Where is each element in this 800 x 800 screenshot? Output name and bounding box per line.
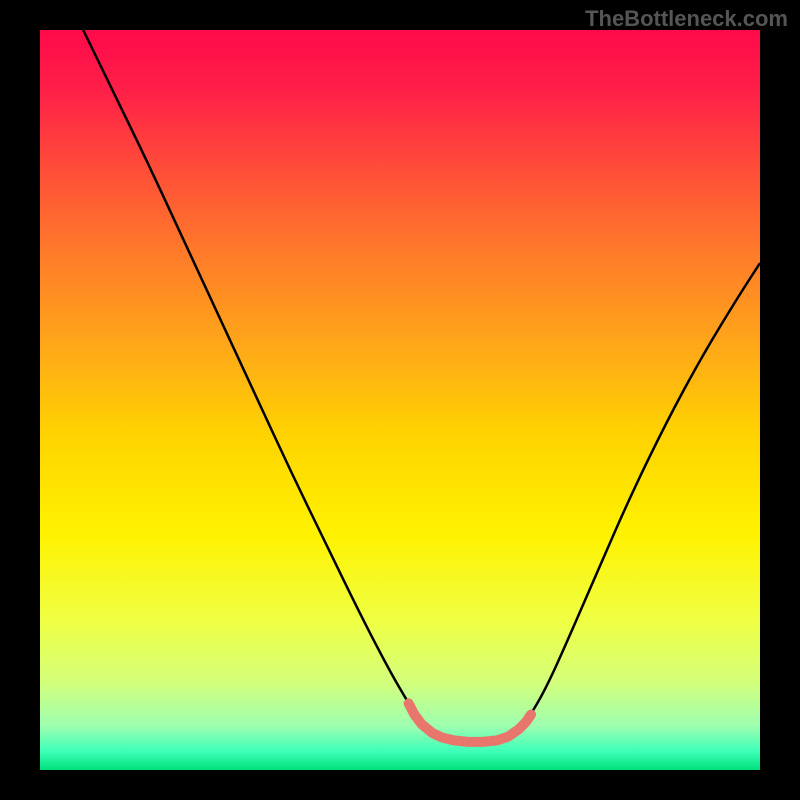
chart-svg [0, 0, 800, 800]
watermark-text: TheBottleneck.com [585, 6, 788, 32]
bottleneck-chart: TheBottleneck.com [0, 0, 800, 800]
plot-area [40, 30, 760, 770]
